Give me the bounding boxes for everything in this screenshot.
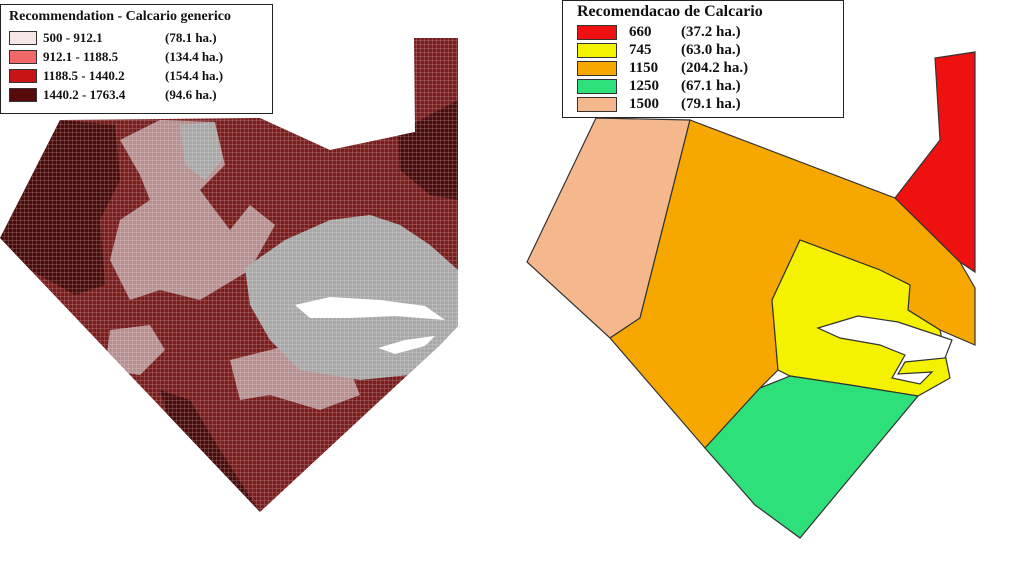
left-legend: Recommendation - Calcario generico 500 -… [0,4,273,114]
legend-range: 500 - 912.1 [43,29,103,45]
right-legend-item: 660 (37.2 ha.) [577,23,843,41]
legend-swatch [9,87,37,102]
left-white-gap-2 [378,336,435,354]
right-legend-title: Recomendacao de Calcario [577,3,763,20]
legend-swatch [9,30,37,45]
legend-swatch [577,24,617,40]
left-legend-item: 912.1 - 1188.5 (134.4 ha.) [9,47,272,66]
legend-area: (78.1 ha.) [165,29,217,45]
legend-area: (37.2 ha.) [681,23,741,40]
legend-value: 1500 [629,95,659,112]
right-zone-1250 [704,375,920,539]
legend-range: 1188.5 - 1440.2 [43,67,125,83]
right-legend-item: 1250 (67.1 ha.) [577,77,843,95]
right-legend-item: 1150 (204.2 ha.) [577,59,843,77]
legend-value: 1250 [629,77,659,94]
legend-range: 1440.2 - 1763.4 [43,86,126,102]
legend-value: 660 [629,23,652,40]
legend-swatch [577,60,617,76]
legend-swatch [577,78,617,94]
legend-area: (63.0 ha.) [681,41,741,58]
left-legend-item: 1188.5 - 1440.2 (154.4 ha.) [9,66,272,85]
legend-range: 912.1 - 1188.5 [43,48,119,64]
legend-value: 1150 [629,59,659,76]
left-legend-item: 1440.2 - 1763.4 (94.6 ha.) [9,85,272,104]
legend-swatch [9,49,37,64]
legend-area: (154.4 ha.) [165,67,224,83]
left-legend-title: Recommendation - Calcario generico [9,9,231,24]
legend-swatch [9,68,37,83]
legend-area: (79.1 ha.) [681,95,741,112]
legend-value: 745 [629,41,652,58]
right-field-map [526,51,976,539]
right-legend-item: 745 (63.0 ha.) [577,41,843,59]
left-white-gap [295,297,445,320]
legend-area: (134.4 ha.) [165,48,224,64]
right-white-gap [816,315,953,385]
legend-swatch [577,96,617,112]
right-zone-660 [894,51,976,274]
right-legend: Recomendacao de Calcario 660 (37.2 ha.) … [562,0,844,118]
right-legend-item: 1500 (79.1 ha.) [577,95,843,113]
legend-area: (67.1 ha.) [681,77,741,94]
legend-swatch [577,42,617,58]
left-legend-item: 500 - 912.1 (78.1 ha.) [9,28,272,47]
legend-area: (94.6 ha.) [165,86,217,102]
legend-area: (204.2 ha.) [681,59,749,76]
